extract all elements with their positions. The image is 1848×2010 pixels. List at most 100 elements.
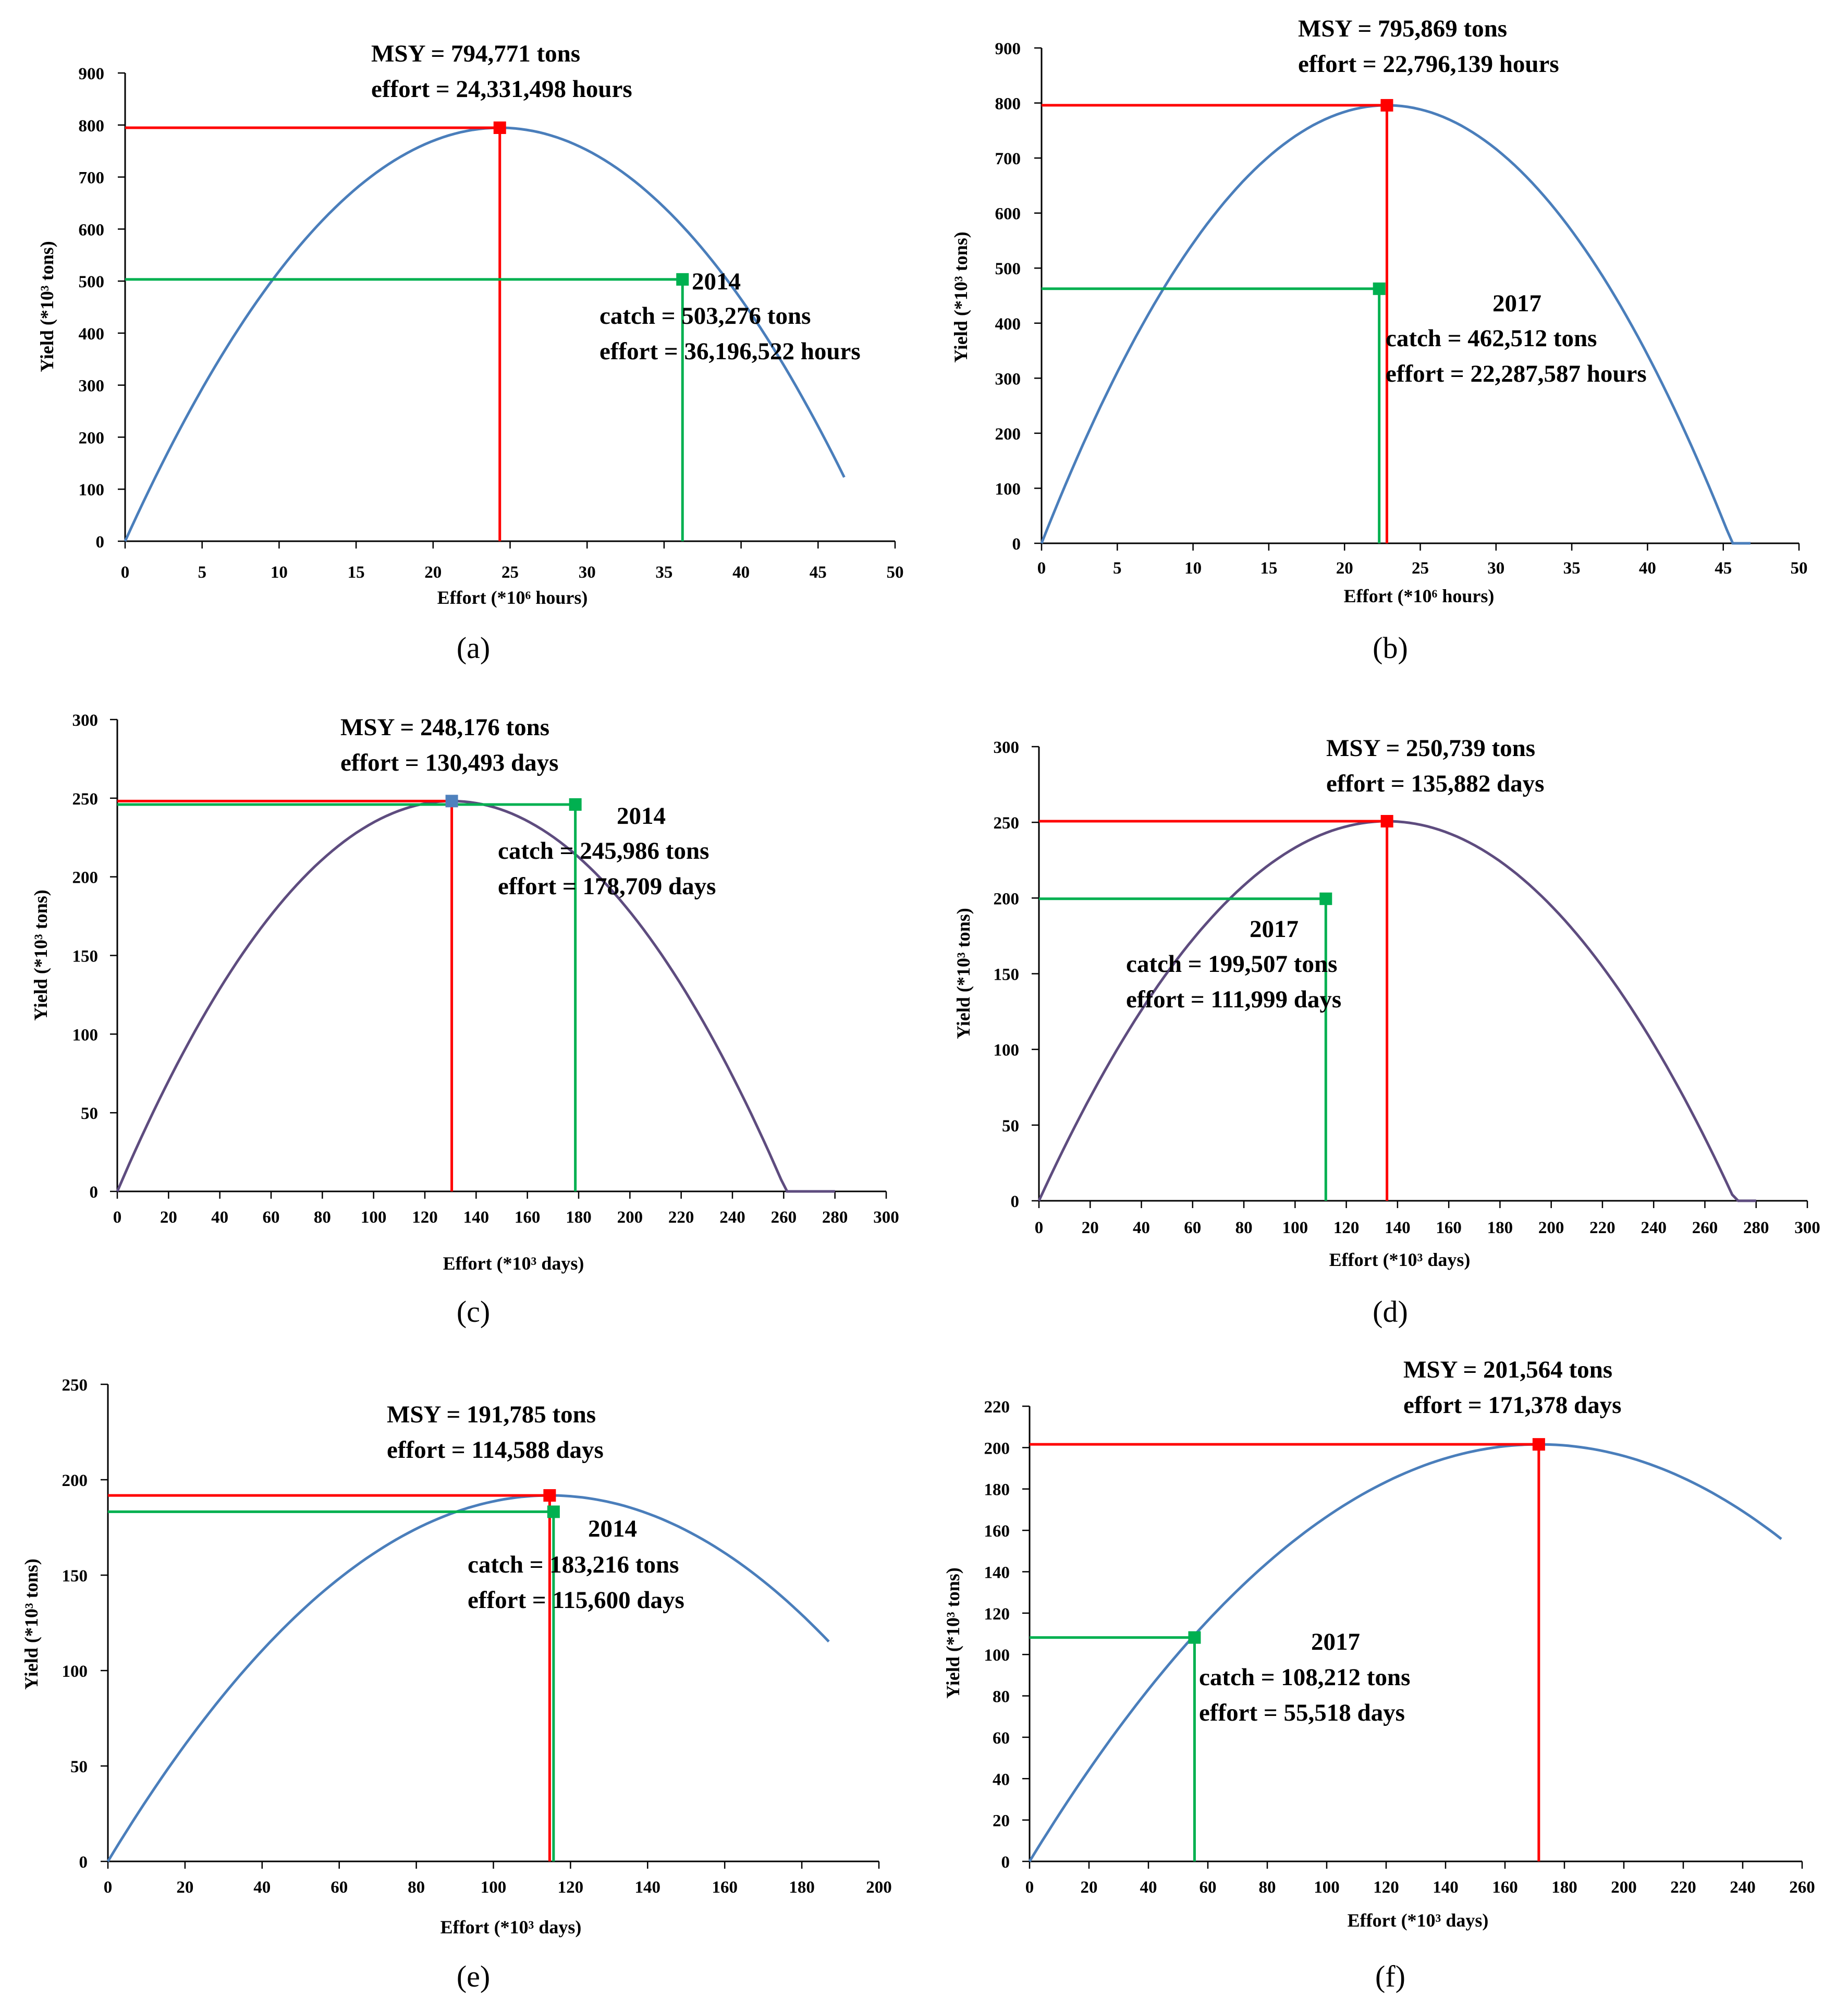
- msy-annotation-line: effort = 130,493 days: [340, 749, 558, 776]
- x-tick-label: 180: [566, 1208, 592, 1227]
- msy-point-marker: [1532, 1438, 1545, 1451]
- x-tick-label: 15: [1260, 559, 1277, 578]
- x-tick-label: 40: [253, 1878, 271, 1897]
- msy-annotation-line: MSY = 794,771 tons: [371, 40, 580, 67]
- catch-annotation-line: effort = 22,287,587 hours: [1386, 360, 1647, 387]
- x-tick-label: 15: [348, 563, 365, 582]
- msy-annotation-line: effort = 171,378 days: [1403, 1392, 1621, 1419]
- x-tick-label: 0: [113, 1208, 122, 1227]
- msy-annotation-line: MSY = 250,739 tons: [1326, 735, 1535, 762]
- yield-curve-line: [1037, 820, 1756, 1202]
- x-tick-label: 260: [771, 1208, 797, 1227]
- y-tick-label: 600: [995, 205, 1021, 224]
- msy-annotation-line: MSY = 201,564 tons: [1403, 1356, 1612, 1383]
- x-tick-label: 180: [1487, 1219, 1513, 1237]
- x-tick-label: 140: [463, 1208, 489, 1227]
- catch-annotation-line: effort = 111,999 days: [1126, 986, 1341, 1013]
- x-axis-title: Effort (*10³ days): [443, 1253, 584, 1274]
- x-tick-label: 20: [160, 1208, 177, 1227]
- yield-curve-line: [116, 799, 835, 1193]
- x-tick-label: 40: [211, 1208, 228, 1227]
- x-tick-label: 100: [1314, 1878, 1340, 1897]
- y-axis-title: Yield (*10³ tons): [30, 890, 51, 1020]
- catch-point-marker: [1319, 892, 1332, 905]
- x-tick-label: 240: [1730, 1878, 1756, 1897]
- y-tick-label: 900: [995, 40, 1021, 58]
- y-tick-label: 60: [993, 1729, 1010, 1748]
- y-tick-label: 0: [96, 533, 105, 552]
- x-tick-label: 120: [412, 1208, 438, 1227]
- catch-point-marker: [547, 1505, 560, 1518]
- y-tick-label: 0: [1001, 1853, 1010, 1872]
- y-tick-label: 180: [984, 1481, 1010, 1500]
- x-tick-label: 200: [1538, 1219, 1564, 1237]
- x-tick-label: 240: [1641, 1219, 1667, 1237]
- y-tick-label: 500: [79, 273, 105, 291]
- x-tick-label: 220: [668, 1208, 694, 1227]
- x-tick-label: 160: [1436, 1219, 1462, 1237]
- yield-curve-line: [124, 126, 846, 542]
- y-tick-label: 300: [994, 738, 1020, 757]
- y-tick-label: 20: [993, 1812, 1010, 1831]
- y-axis-title: Yield (*10³ tons): [943, 1567, 963, 1698]
- y-tick-label: 400: [79, 325, 105, 344]
- chart-panel-5: 0 20 40 60 80 100 120 140 160 180 200 0 50 100 150 200 2…: [21, 1376, 892, 1993]
- x-tick-label: 20: [176, 1878, 193, 1897]
- x-tick-label: 200: [617, 1208, 643, 1227]
- catch-year-label: 2017: [1311, 1628, 1360, 1655]
- y-tick-label: 400: [995, 315, 1021, 334]
- x-tick-label: 10: [1184, 559, 1202, 578]
- x-tick-label: 60: [263, 1208, 280, 1227]
- msy-annotation-line: effort = 114,588 days: [387, 1436, 604, 1464]
- y-tick-label: 300: [995, 370, 1021, 388]
- yield-curve-line: [1028, 1443, 1782, 1862]
- y-tick-label: 140: [984, 1563, 1010, 1582]
- x-tick-label: 140: [1433, 1878, 1459, 1897]
- x-tick-label: 20: [424, 563, 442, 582]
- y-tick-label: 150: [72, 947, 99, 966]
- y-tick-label: 500: [995, 260, 1021, 278]
- y-axis-title: Yield (*10³ tons): [21, 1558, 42, 1689]
- panel-label: (b): [1373, 631, 1408, 665]
- catch-year-label: 2017: [1250, 916, 1299, 943]
- y-tick-label: 100: [79, 481, 105, 500]
- y-tick-label: 800: [79, 117, 105, 136]
- x-axis-title: Effort (*10⁶ hours): [1344, 586, 1495, 606]
- y-tick-label: 900: [79, 65, 105, 83]
- y-tick-label: 100: [72, 1026, 99, 1044]
- x-tick-label: 260: [1789, 1878, 1815, 1897]
- catch-annotation-line: effort = 178,709 days: [498, 873, 716, 900]
- yield-curve-line: [106, 1494, 830, 1862]
- catch-annotation-line: catch = 108,212 tons: [1199, 1664, 1410, 1691]
- panel-label: (c): [457, 1295, 490, 1329]
- catch-annotation-line: effort = 55,518 days: [1199, 1699, 1405, 1726]
- msy-annotation-line: MSY = 795,869 tons: [1298, 15, 1507, 42]
- y-axis-title: Yield (*10³ tons): [950, 232, 971, 362]
- msy-point-marker: [543, 1489, 556, 1502]
- x-tick-label: 80: [1259, 1878, 1276, 1897]
- chart-panel-4: 0 20 40 60 80 100 120 140 160 180 200 220 240 260 280 3…: [953, 735, 1820, 1329]
- y-tick-label: 800: [995, 95, 1021, 114]
- y-tick-label: 200: [72, 869, 99, 887]
- x-tick-label: 120: [1333, 1219, 1360, 1237]
- y-tick-label: 250: [994, 814, 1020, 833]
- y-tick-label: 50: [70, 1758, 88, 1776]
- x-tick-label: 280: [1743, 1219, 1769, 1237]
- x-tick-label: 100: [361, 1208, 387, 1227]
- x-axis-title: Effort (*10⁶ hours): [437, 587, 588, 608]
- catch-annotation-line: catch = 462,512 tons: [1386, 325, 1597, 352]
- x-tick-label: 0: [1025, 1878, 1034, 1897]
- x-tick-label: 140: [1385, 1219, 1411, 1237]
- x-tick-label: 180: [1551, 1878, 1577, 1897]
- y-tick-label: 200: [62, 1471, 88, 1490]
- msy-annotation-line: effort = 135,882 days: [1326, 770, 1544, 797]
- x-tick-label: 5: [1113, 559, 1122, 578]
- x-tick-label: 50: [887, 563, 904, 582]
- catch-point-marker: [1188, 1631, 1201, 1644]
- y-axis-title: Yield (*10³ tons): [36, 241, 57, 372]
- x-tick-label: 80: [408, 1878, 425, 1897]
- x-tick-label: 40: [1133, 1219, 1150, 1237]
- panel-label: (f): [1375, 1959, 1405, 1993]
- x-tick-label: 35: [655, 563, 672, 582]
